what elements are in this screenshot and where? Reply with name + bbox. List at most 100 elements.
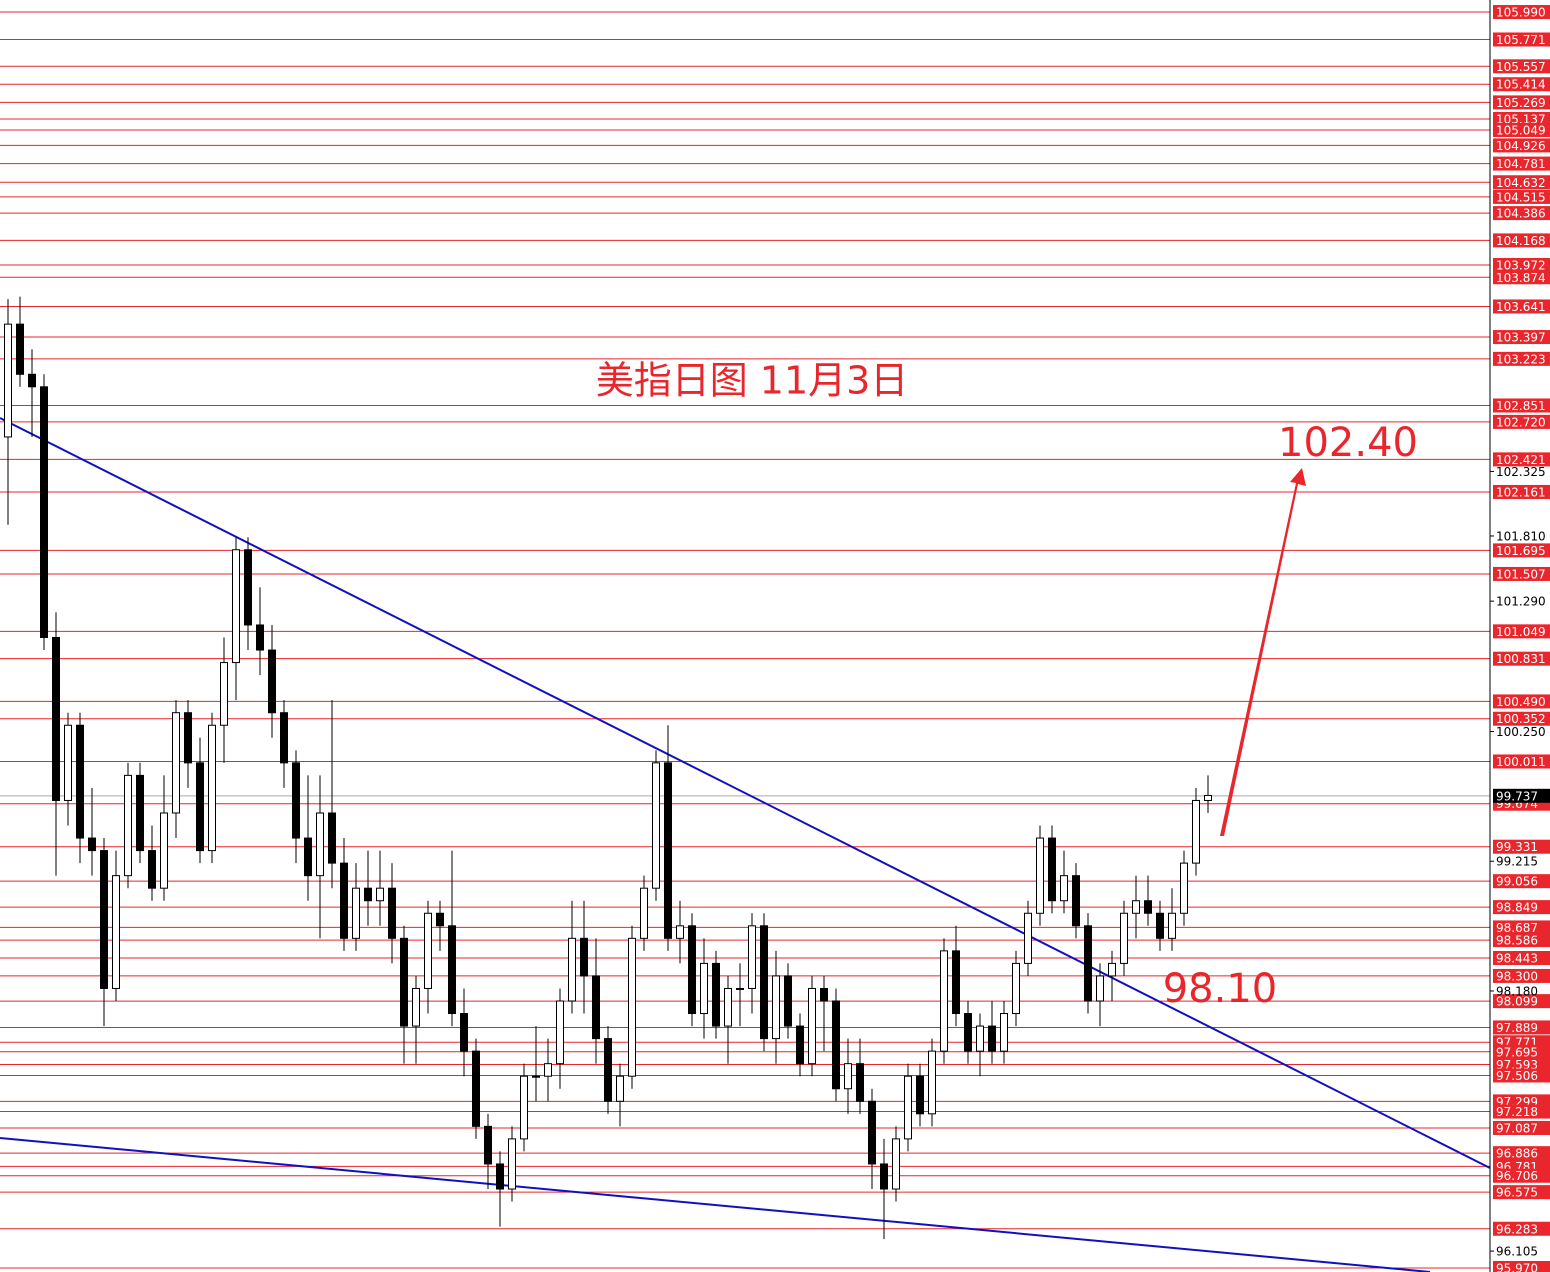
level-label-box xyxy=(1493,839,1550,854)
y-tick-label: 96.105 xyxy=(1496,1245,1538,1259)
candle-body xyxy=(640,887,648,939)
level-label: 105.414 xyxy=(1496,78,1546,92)
level-label: 96.706 xyxy=(1496,1169,1538,1183)
candle-body xyxy=(472,1050,480,1127)
level-label-box xyxy=(1493,452,1550,467)
level-label-box xyxy=(1493,111,1550,126)
candle-body xyxy=(136,774,144,852)
candle-body xyxy=(460,1013,468,1052)
candle-body xyxy=(4,323,12,438)
candle-body xyxy=(688,925,696,1015)
level-label-box xyxy=(1493,566,1550,581)
candle-body xyxy=(760,925,768,1040)
candle-body xyxy=(52,637,60,801)
level-label-box xyxy=(1493,624,1550,639)
candle-body xyxy=(160,812,168,889)
candle-body xyxy=(364,887,372,902)
candle-body xyxy=(1108,962,1116,977)
candle-body xyxy=(352,887,360,939)
level-label-box xyxy=(1493,1221,1550,1236)
y-tick-label: 100.250 xyxy=(1496,725,1546,739)
level-label-box xyxy=(1493,1020,1550,1035)
candle-body xyxy=(1180,862,1188,914)
level-label-box xyxy=(1493,1120,1550,1135)
level-label: 105.771 xyxy=(1496,33,1546,47)
candle-body xyxy=(784,975,792,1027)
candle-body xyxy=(772,975,780,1040)
level-label: 105.137 xyxy=(1496,112,1546,126)
level-label-box xyxy=(1493,206,1550,221)
candle-body xyxy=(1048,837,1056,902)
candle-body xyxy=(952,950,960,1015)
level-label: 105.990 xyxy=(1496,6,1546,20)
level-label: 102.421 xyxy=(1496,453,1546,467)
candle-body xyxy=(148,850,156,889)
candle-body xyxy=(328,812,336,864)
candle-body xyxy=(532,1075,540,1078)
level-label-box xyxy=(1493,1146,1550,1161)
level-label-box xyxy=(1493,711,1550,726)
candle-body xyxy=(436,912,444,927)
candle-body xyxy=(604,1038,612,1102)
level-label: 98.687 xyxy=(1496,921,1538,935)
y-tick-label: 101.810 xyxy=(1496,529,1546,543)
level-label: 100.490 xyxy=(1496,695,1546,709)
candle-body xyxy=(676,925,684,939)
level-label: 100.831 xyxy=(1496,652,1546,666)
candle-body xyxy=(856,1063,864,1102)
candle-body xyxy=(1024,912,1032,964)
candle-body xyxy=(76,724,84,839)
level-label-box xyxy=(1493,874,1550,889)
level-label-box xyxy=(1493,951,1550,966)
y-tick-label: 102.325 xyxy=(1496,465,1546,479)
level-label-box xyxy=(1493,920,1550,935)
candle-body xyxy=(196,762,204,852)
y-tick-label: 98.180 xyxy=(1496,984,1538,998)
candle-body xyxy=(184,712,192,764)
candle-body xyxy=(1096,975,1104,1002)
level-label: 98.586 xyxy=(1496,934,1538,948)
trend-line xyxy=(0,417,1491,1169)
level-label-box xyxy=(1493,1104,1550,1119)
level-label-box xyxy=(1493,233,1550,248)
candle-body xyxy=(940,950,948,1052)
candle-body xyxy=(220,662,228,726)
candle-body xyxy=(232,549,240,664)
candle-body xyxy=(580,937,588,977)
candle-body xyxy=(1156,912,1164,939)
y-tick-label: 101.290 xyxy=(1496,595,1546,609)
level-label-box xyxy=(1493,59,1550,74)
candle-body xyxy=(592,975,600,1040)
candle-body xyxy=(820,987,828,1002)
candle-body xyxy=(172,712,180,814)
candle-body xyxy=(1144,900,1152,914)
level-label-box xyxy=(1493,299,1550,314)
level-label: 105.049 xyxy=(1496,123,1546,137)
trend-line xyxy=(0,1137,1431,1272)
candle-body xyxy=(520,1075,528,1140)
level-label-box xyxy=(1493,330,1550,345)
candle-body xyxy=(88,837,96,852)
level-label: 97.506 xyxy=(1496,1069,1538,1083)
candle-body xyxy=(556,1000,564,1065)
level-label-box xyxy=(1493,754,1550,769)
level-label-box xyxy=(1493,1168,1550,1183)
candle-body xyxy=(64,724,72,801)
level-label-box xyxy=(1493,1068,1550,1083)
candle-body xyxy=(844,1063,852,1090)
candle-body xyxy=(880,1163,888,1190)
candle-body xyxy=(568,937,576,1002)
candle-body xyxy=(628,937,636,1077)
level-label: 103.397 xyxy=(1496,331,1546,345)
candle-body xyxy=(796,1025,804,1065)
level-label: 97.695 xyxy=(1496,1045,1538,1059)
level-label-box xyxy=(1493,257,1550,272)
level-label-box xyxy=(1493,95,1550,110)
level-label-box xyxy=(1493,414,1550,429)
candle-body xyxy=(268,649,276,714)
candle-body xyxy=(808,987,816,1065)
candle-body xyxy=(1012,962,1020,1015)
level-label: 99.331 xyxy=(1496,840,1538,854)
level-label: 103.972 xyxy=(1496,258,1546,272)
candle-body xyxy=(544,1063,552,1077)
